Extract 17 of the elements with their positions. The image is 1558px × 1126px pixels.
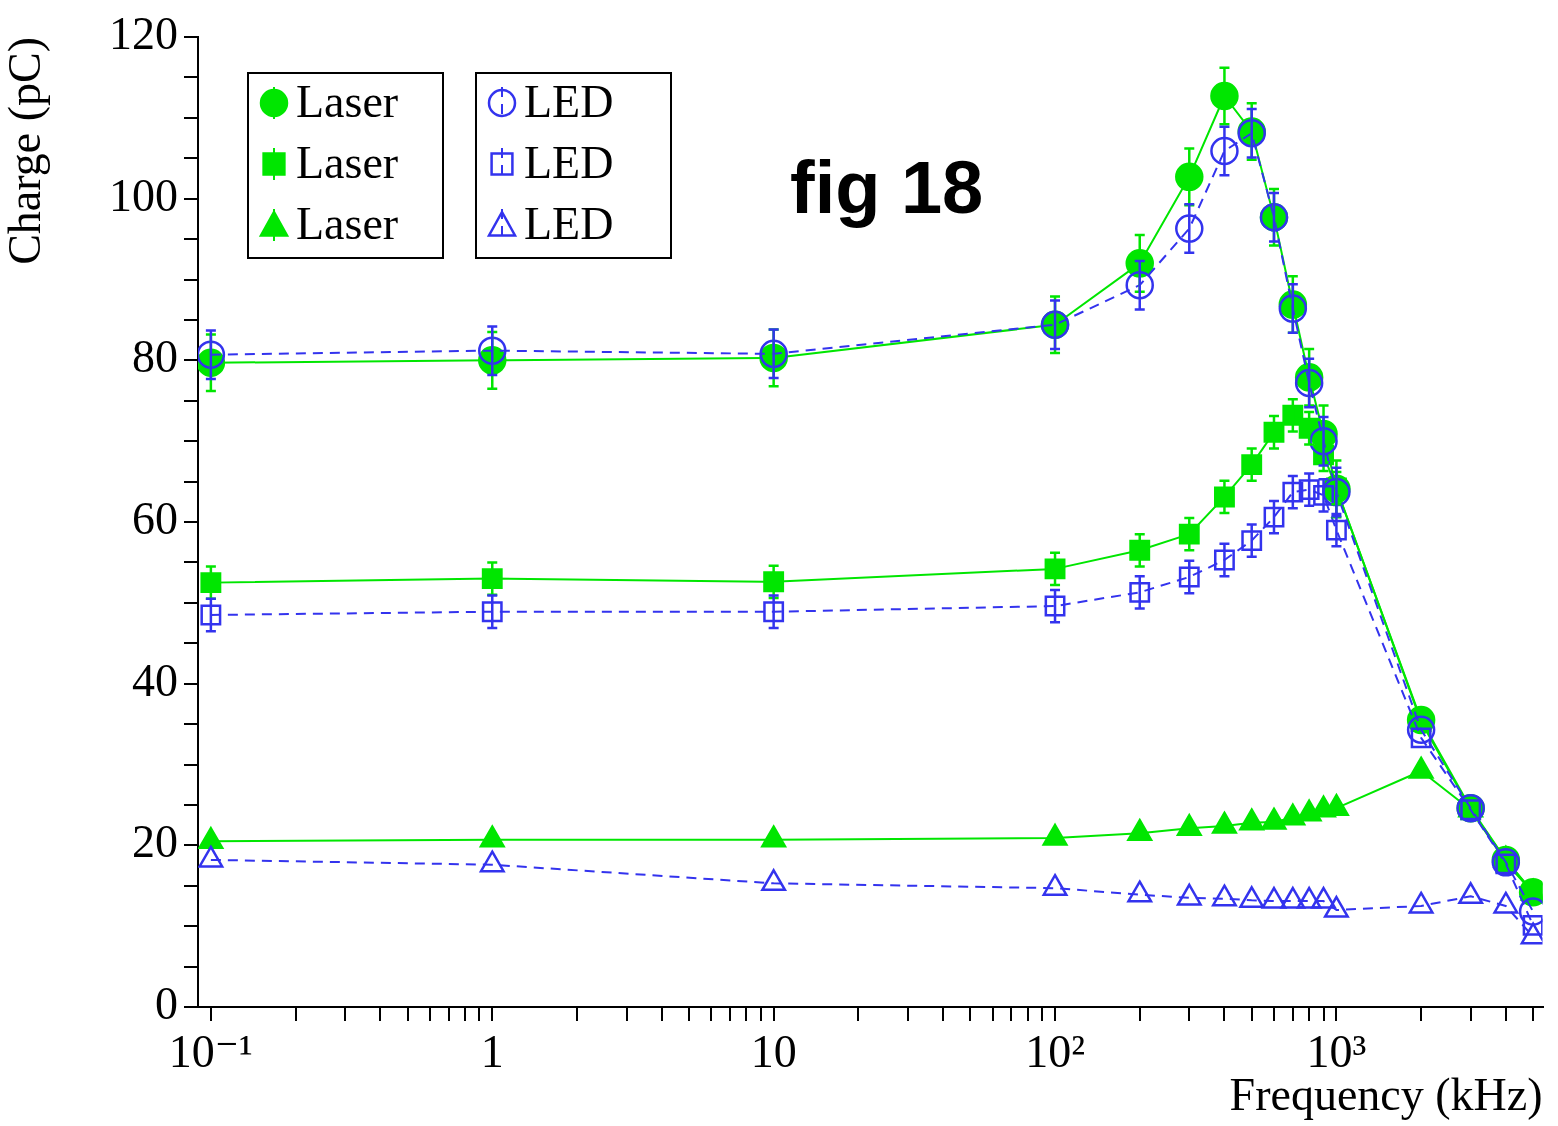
y-tick-label: 120 xyxy=(109,8,178,60)
legend-label: LED xyxy=(524,137,614,189)
y-tick-label: 40 xyxy=(132,654,178,706)
legend-label: Laser xyxy=(296,76,399,128)
y-tick-label: 20 xyxy=(132,816,178,868)
legend-label: LED xyxy=(524,198,614,250)
y-axis-title: Charge (pC) xyxy=(0,37,50,265)
legend-label: Laser xyxy=(296,198,399,250)
legend-label: Laser xyxy=(296,137,399,189)
y-tick-label: 80 xyxy=(132,331,178,383)
annotation: fig 18 xyxy=(790,146,984,229)
x-tick-label: 10 xyxy=(750,1025,797,1077)
legend-label: LED xyxy=(524,76,614,128)
y-tick-label: 100 xyxy=(109,169,178,221)
y-tick-label: 60 xyxy=(132,493,178,545)
x-tick-label: 1 xyxy=(480,1025,504,1077)
x-tick-label: 10² xyxy=(1025,1025,1085,1077)
